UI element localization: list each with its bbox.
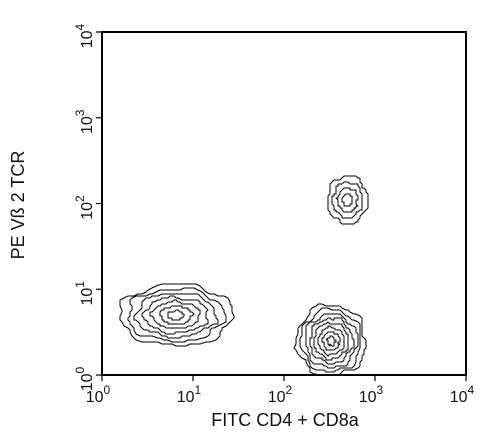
x-tick-label: 103 — [359, 383, 384, 406]
x-tick-label: 102 — [268, 383, 293, 406]
contour-lines — [119, 175, 369, 375]
x-axis-label: FITC CD4 + CD8a — [211, 410, 360, 430]
contour-line — [133, 293, 219, 339]
y-axis-ticks: 100 101 102 103 104 — [73, 23, 102, 391]
x-axis-ticks: 100 101 102 103 104 — [86, 375, 475, 406]
contour-line — [149, 299, 201, 329]
contour-line — [327, 175, 369, 225]
contour-line — [309, 317, 355, 365]
contour-line — [127, 287, 227, 343]
x-tick-label: 100 — [86, 383, 111, 406]
contour-line — [341, 193, 353, 207]
x-tick-label: 104 — [450, 383, 475, 406]
contour-line — [335, 187, 359, 213]
contour-line — [325, 335, 337, 347]
contour-line — [305, 313, 359, 369]
contour-line — [331, 181, 363, 219]
y-tick-label: 103 — [73, 109, 96, 134]
contour-line — [313, 321, 349, 361]
y-tick-label: 100 — [73, 366, 96, 391]
contour-line — [141, 295, 209, 335]
contour-line — [119, 283, 235, 347]
contour-line — [159, 305, 195, 325]
y-axis-label: PE Vß 2 TCR — [8, 151, 28, 260]
contour-line — [293, 303, 367, 375]
y-tick-label: 104 — [73, 23, 96, 48]
contour-line — [321, 331, 341, 351]
contour-line — [317, 325, 345, 357]
contour-line — [299, 307, 361, 373]
y-tick-label: 102 — [73, 195, 96, 220]
contour-line — [167, 309, 185, 321]
y-tick-label: 101 — [73, 281, 96, 306]
x-tick-label: 101 — [177, 383, 202, 406]
plot-frame — [101, 31, 467, 376]
